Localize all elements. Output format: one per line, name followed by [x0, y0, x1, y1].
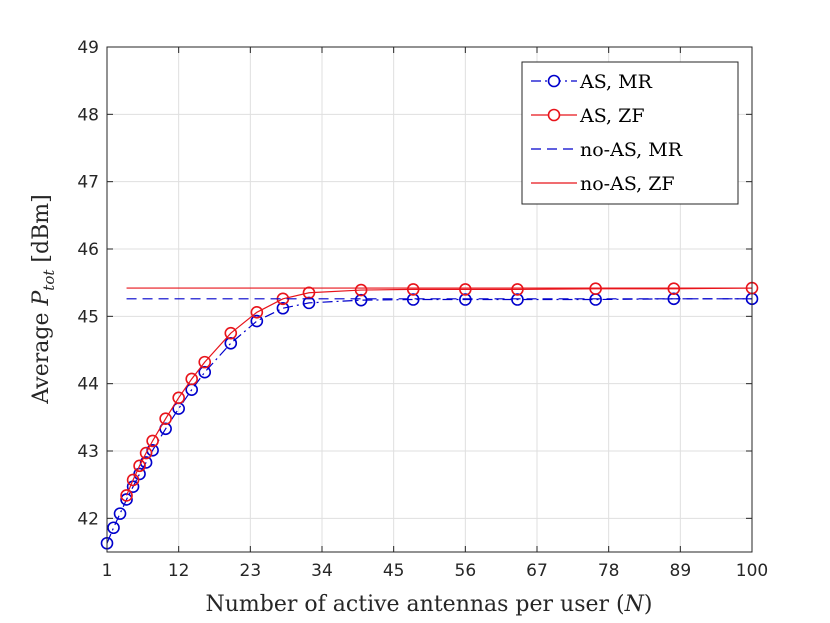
data-point: [224, 336, 238, 350]
data-point: [354, 293, 368, 307]
y-axis-label: Average Ptot [dBm]: [29, 194, 58, 404]
ticks: 1 12 23 34 45 56 67 78 89 100 42 43 44 45 46 47 48 49: [77, 38, 768, 581]
data-point: [126, 473, 140, 487]
data-point: [172, 391, 185, 405]
y-axis-label-subscript: tot: [40, 269, 58, 291]
data-point: [589, 282, 602, 296]
legend-label: AS, ZF: [579, 105, 645, 127]
axes-box: [106, 46, 753, 553]
y-tick-label: 49: [77, 38, 99, 58]
data-point: [511, 293, 524, 306]
data-point: [406, 283, 420, 296]
data-point: [224, 326, 238, 340]
legend-swatch-marker: [547, 108, 561, 122]
legend-entry-no-as-zf: no-AS, ZF: [531, 173, 675, 195]
data-point: [459, 293, 472, 306]
x-tick-label: 67: [526, 561, 548, 581]
data-point: [113, 507, 127, 520]
legend-swatch-marker: [547, 74, 561, 88]
data-point: [250, 314, 264, 328]
data-point: [459, 283, 472, 296]
x-tick-label: 23: [240, 561, 262, 581]
legend: AS, MR AS, ZF no-AS, MR no-AS, ZF: [521, 61, 739, 205]
series-as-zf: [120, 281, 759, 502]
data-point: [198, 365, 212, 379]
y-tick-label: 46: [77, 240, 99, 260]
x-axis-label: Number of active antennas per user (N): [206, 592, 653, 617]
x-tick-label: 45: [383, 561, 405, 581]
data-point: [354, 283, 368, 297]
series-layer: [100, 281, 759, 550]
x-tick-label: 56: [455, 561, 477, 581]
data-point: [185, 372, 198, 386]
data-point: [198, 355, 212, 369]
y-tick-label: 42: [77, 509, 99, 529]
x-tick-label: 12: [168, 561, 190, 581]
legend-label: no-AS, ZF: [580, 173, 675, 195]
data-point: [302, 296, 316, 310]
y-tick-label: 47: [77, 173, 99, 193]
data-point: [250, 305, 264, 319]
x-axis-label-symbol: N: [624, 592, 645, 617]
data-point: [120, 489, 133, 502]
legend-entry-as-mr: AS, MR: [531, 71, 653, 93]
data-point: [406, 293, 420, 306]
data-point: [159, 412, 172, 425]
x-tick-label: 78: [598, 561, 620, 581]
data-point: [139, 446, 153, 460]
data-point: [276, 301, 290, 315]
y-tick-label: 45: [77, 307, 99, 327]
y-axis-label-symbol: P: [29, 290, 54, 307]
y-tick-label: 44: [77, 375, 99, 395]
data-point: [511, 283, 524, 296]
x-tick-label: 100: [736, 561, 768, 581]
data-point: [667, 282, 681, 296]
y-tick-label: 48: [77, 105, 99, 125]
legend-entry-as-zf: AS, ZF: [531, 105, 645, 127]
legend-label: AS, MR: [579, 71, 653, 93]
data-point: [139, 456, 153, 469]
x-tick-label: 34: [311, 561, 333, 581]
series-line: [125, 287, 753, 496]
x-tick-label: 1: [102, 561, 113, 581]
x-tick-label: 89: [670, 561, 692, 581]
data-point: [107, 521, 120, 535]
series-line: [106, 298, 752, 544]
data-point: [133, 459, 146, 473]
y-tick-label: 43: [77, 442, 99, 462]
legend-entry-no-as-mr: no-AS, MR: [531, 139, 683, 161]
data-point: [146, 434, 159, 448]
legend-label: no-AS, MR: [580, 139, 683, 161]
